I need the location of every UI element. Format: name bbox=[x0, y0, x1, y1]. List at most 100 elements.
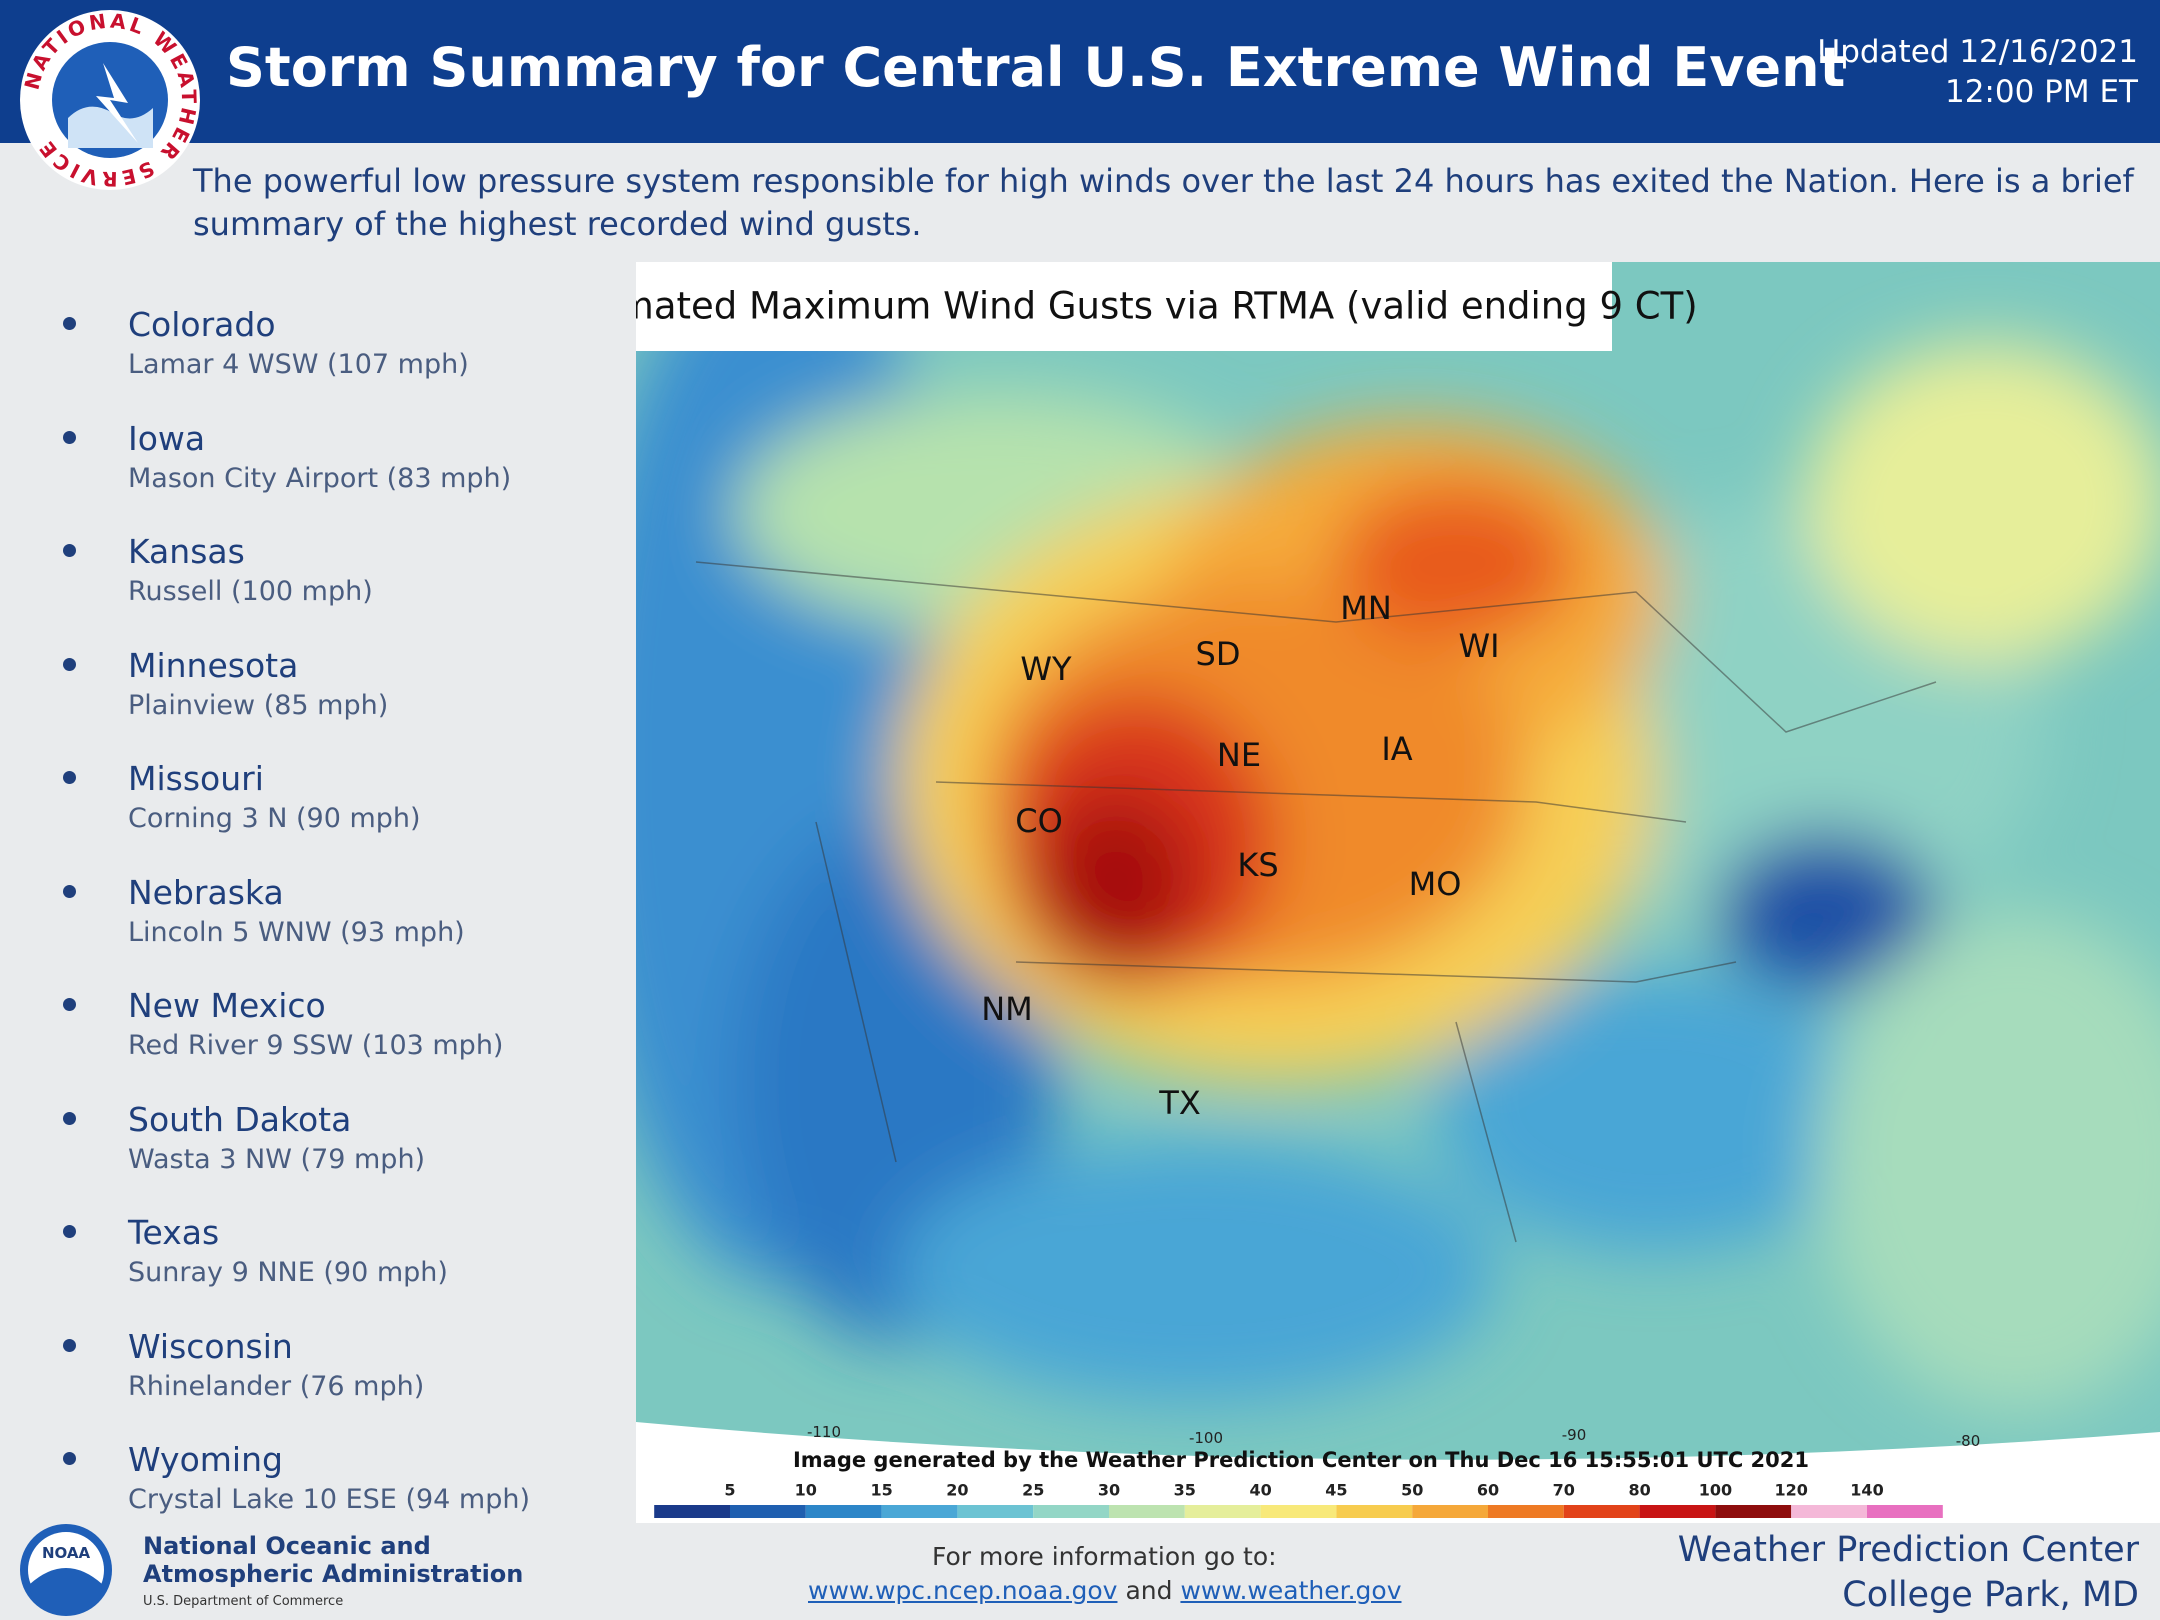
colorbar-label: 20 bbox=[946, 1481, 968, 1500]
colorbar-label: 40 bbox=[1249, 1481, 1271, 1500]
station: Corning 3 N (90 mph) bbox=[128, 803, 421, 834]
colorbar-swatch bbox=[1412, 1505, 1488, 1518]
state-name: South Dakota bbox=[128, 1099, 352, 1139]
state-name: Iowa bbox=[128, 418, 206, 458]
state-name: Wisconsin bbox=[128, 1326, 293, 1366]
colorbar-label: 45 bbox=[1325, 1481, 1347, 1500]
state-label: CO bbox=[1015, 802, 1063, 840]
noaa-logo: NOAA bbox=[20, 1524, 112, 1616]
header-bar bbox=[0, 0, 2160, 143]
colorbar-swatch bbox=[881, 1505, 958, 1518]
bullet bbox=[63, 317, 76, 330]
colorbar-swatch bbox=[654, 1505, 730, 1518]
colorbar-swatch bbox=[805, 1505, 882, 1518]
colorbar-swatch bbox=[1639, 1505, 1716, 1518]
link[interactable]: www.wpc.ncep.noaa.gov bbox=[808, 1576, 1118, 1605]
colorbar-label: 15 bbox=[870, 1481, 892, 1500]
station: Russell (100 mph) bbox=[128, 576, 373, 607]
bullet bbox=[63, 544, 76, 557]
colorbar-swatch bbox=[1867, 1505, 1943, 1518]
bullet bbox=[63, 998, 76, 1011]
colorbar-label: 35 bbox=[1174, 1481, 1196, 1500]
state-name: Minnesota bbox=[128, 645, 299, 685]
colorbar-label: 80 bbox=[1628, 1481, 1650, 1500]
noaa-logo-text: NOAA bbox=[42, 1544, 91, 1562]
link-join: and bbox=[1125, 1576, 1173, 1605]
state-label: IA bbox=[1381, 730, 1412, 768]
longitude-label: -90 bbox=[1562, 1426, 1587, 1444]
longitude-label: -100 bbox=[1189, 1429, 1223, 1447]
station: Plainview (85 mph) bbox=[128, 689, 389, 721]
intro: The powerful low pressure system respons… bbox=[193, 162, 2134, 243]
state-label: NM bbox=[981, 990, 1033, 1028]
colorbar-swatch bbox=[1488, 1505, 1564, 1518]
state-label: NE bbox=[1217, 736, 1261, 774]
bullet bbox=[63, 884, 76, 898]
station: Lamar 4 WSW (107 mph) bbox=[128, 349, 469, 380]
state-name: Nebraska bbox=[128, 872, 284, 912]
bullet bbox=[63, 1338, 76, 1352]
bullet bbox=[63, 1111, 76, 1125]
info-text: For more information go to: bbox=[932, 1542, 1277, 1571]
station: Red River 9 SSW (103 mph) bbox=[128, 1030, 504, 1061]
colorbar-label: 120 bbox=[1774, 1481, 1807, 1500]
state-label: WY bbox=[1020, 650, 1072, 688]
wind-map: Estimated Maximum Wind Gusts via RTMA (v… bbox=[636, 262, 2160, 1523]
colorbar-label: 60 bbox=[1477, 1481, 1499, 1500]
colorbar-label: 50 bbox=[1401, 1481, 1423, 1500]
colorbar-label: 25 bbox=[1022, 1481, 1044, 1500]
bullet bbox=[63, 1452, 76, 1465]
station: Sunray 9 NNE (90 mph) bbox=[128, 1257, 448, 1288]
center-name: Weather Prediction Center bbox=[1677, 1530, 2139, 1570]
station: Mason City Airport (83 mph) bbox=[128, 462, 512, 494]
colorbar-label: 140 bbox=[1850, 1481, 1883, 1500]
colorbar-swatch bbox=[1336, 1505, 1413, 1518]
colorbar-swatch bbox=[957, 1505, 1034, 1518]
state-label: TX bbox=[1158, 1084, 1200, 1122]
station: Rhinelander (76 mph) bbox=[128, 1370, 425, 1402]
state-name: Wyoming bbox=[128, 1440, 283, 1479]
longitude-label: -80 bbox=[1956, 1432, 1981, 1450]
station: Wasta 3 NW (79 mph) bbox=[128, 1143, 426, 1175]
bullet bbox=[63, 430, 76, 444]
state-name: Colorado bbox=[128, 305, 276, 344]
bullet bbox=[63, 771, 76, 784]
station: Crystal Lake 10 ESE (94 mph) bbox=[128, 1484, 531, 1515]
state-name: Missouri bbox=[128, 759, 264, 798]
colorbar-swatch bbox=[730, 1505, 806, 1518]
colorbar-swatch bbox=[1260, 1505, 1337, 1518]
colorbar-swatch bbox=[1563, 1505, 1640, 1518]
colorbar-swatch bbox=[1184, 1505, 1261, 1518]
station: Lincoln 5 WNW (93 mph) bbox=[128, 916, 465, 948]
colorbar-label: 30 bbox=[1098, 1481, 1120, 1500]
title: Storm Summary for Central U.S. Extreme W… bbox=[226, 36, 1846, 99]
state-label: MO bbox=[1409, 865, 1462, 903]
map-title: Estimated Maximum Wind Gusts via RTMA (v… bbox=[636, 285, 1698, 328]
colorbar-swatch bbox=[1791, 1505, 1867, 1518]
noaa-name-2: Atmospheric Administration bbox=[143, 1560, 524, 1588]
map-credit: Image generated by the Weather Predictio… bbox=[793, 1448, 1809, 1472]
links: www.wpc.ncep.noaa.gov and www.weather.go… bbox=[808, 1576, 1402, 1605]
link[interactable]: www.weather.gov bbox=[1180, 1576, 1402, 1605]
updated-date: Updated 12/16/2021 bbox=[1817, 34, 2138, 70]
bullet bbox=[63, 1225, 76, 1238]
updated-time: 12:00 PM ET bbox=[1944, 74, 2138, 110]
state-name: New Mexico bbox=[128, 986, 326, 1025]
colorbar-label: 10 bbox=[795, 1481, 817, 1500]
center-location: College Park, MD bbox=[1842, 1575, 2139, 1615]
noaa-name-1: National Oceanic and bbox=[143, 1532, 431, 1560]
noaa-dept: U.S. Department of Commerce bbox=[143, 1594, 344, 1609]
state-label: SD bbox=[1196, 635, 1241, 673]
colorbar-swatch bbox=[1033, 1505, 1109, 1518]
colorbar-swatch bbox=[1109, 1505, 1185, 1518]
state-label: KS bbox=[1237, 846, 1278, 884]
state-name: Texas bbox=[128, 1213, 220, 1252]
colorbar-label: 70 bbox=[1553, 1481, 1575, 1500]
state-label: WI bbox=[1458, 627, 1499, 665]
state-label: MN bbox=[1340, 589, 1392, 627]
colorbar-swatch bbox=[1715, 1505, 1792, 1518]
state-name: Kansas bbox=[128, 532, 245, 571]
nws-logo: NATIONAL WEATHER SERVICE bbox=[20, 9, 200, 191]
bullet bbox=[63, 657, 76, 671]
colorbar-label: 100 bbox=[1699, 1481, 1732, 1500]
